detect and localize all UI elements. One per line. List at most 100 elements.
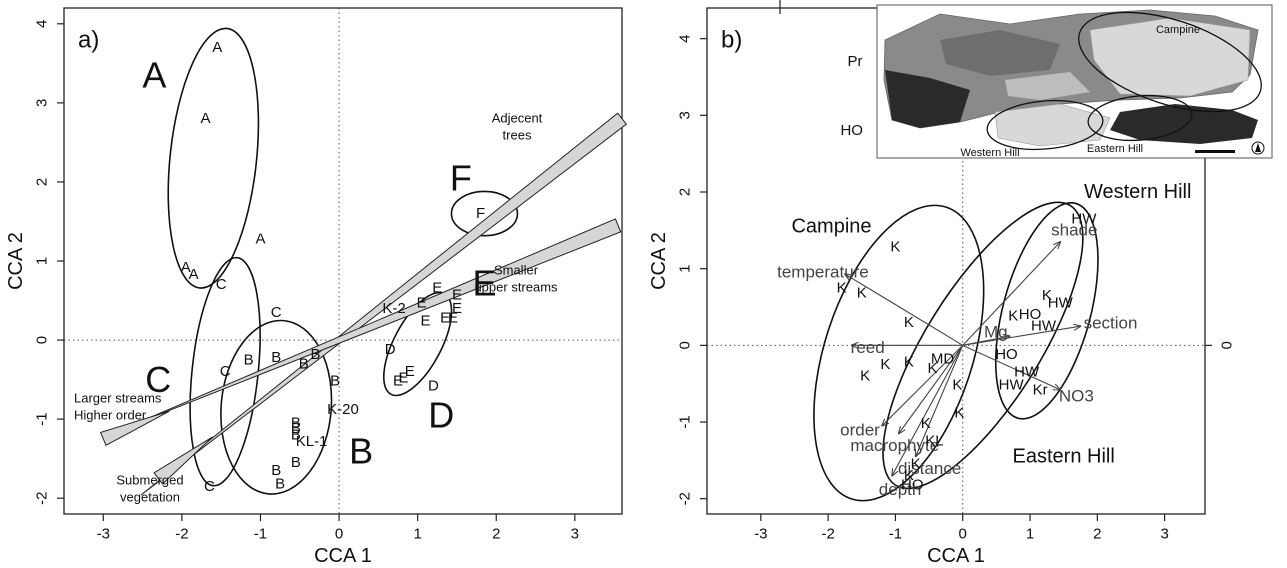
site-label: E (440, 309, 450, 326)
gradient-arrow-label: Adjecent (492, 111, 543, 126)
gradient-arrow-label: Smaller (494, 263, 539, 278)
env-vector-label: section (1084, 314, 1138, 333)
gradient-arrow (140, 112, 628, 496)
site-label: K-20 (327, 401, 359, 418)
site-label: E (393, 373, 403, 390)
group-label: B (349, 430, 373, 471)
y-tick-label: 1 (677, 264, 694, 272)
north-arrow-icon (1251, 141, 1265, 155)
site-label: KL (925, 433, 943, 450)
site-label: F (476, 205, 485, 222)
site-label: A (189, 266, 199, 283)
inset-label-eastern-hill: Eastern Hill (1087, 143, 1143, 155)
site-label: A (181, 259, 191, 276)
gradient-arrow-label: upper streams (474, 280, 558, 295)
site-label: E (432, 279, 442, 296)
site-label: B (291, 415, 301, 432)
group-ellipse (220, 319, 333, 495)
x-tick-label: -3 (97, 526, 110, 543)
panel-label: b) (721, 27, 742, 54)
inset-label-western-hill: Western Hill (960, 147, 1019, 159)
x-tick-label: 2 (492, 526, 500, 543)
map-region-light-center (1005, 72, 1090, 100)
x-tick-label: -3 (754, 526, 767, 543)
site-label: C (220, 363, 231, 380)
x-tick-label: 0 (959, 526, 967, 543)
group-label: Eastern Hill (1013, 446, 1115, 468)
site-label: K (911, 456, 921, 473)
env-vector (845, 274, 964, 346)
y-tick-label: -1 (34, 412, 51, 425)
y-tick-label: -2 (34, 492, 51, 505)
group-label: Western Hill (1084, 181, 1191, 203)
env-vector (916, 345, 964, 456)
x-axis-title: CCA 1 (927, 545, 985, 567)
site-label: C (216, 276, 227, 293)
x-tick-label: -2 (175, 526, 188, 543)
site-label: C (204, 478, 215, 495)
panel-label: a) (78, 27, 99, 54)
site-label: A (200, 110, 210, 127)
group-label: D (428, 395, 454, 436)
panel-b: -3 -2 -1 0 1 2 3 -2 -1 0 1 2 3 4 CCA 1 CCA 2 b) temperatu… (648, 0, 1273, 567)
site-label: HO (1019, 306, 1042, 323)
gradient-arrow (153, 436, 213, 485)
gradient-arrow (129, 218, 622, 427)
group-label: C (145, 359, 171, 400)
y-axis-title: CCA 2 (648, 232, 670, 290)
env-vector (962, 326, 1081, 346)
site-label: B (291, 426, 301, 443)
site-label: K (952, 377, 962, 394)
site-label: B (271, 462, 281, 479)
group-label: A (142, 55, 166, 96)
inset-label-campine: Campine (1156, 24, 1200, 36)
group-label: F (450, 157, 472, 198)
gradient-arrow-label: trees (503, 128, 532, 143)
inset-ellipse-eastern-hill (1087, 94, 1193, 142)
env-vector-label: temperature (777, 263, 869, 282)
inset-ellipse-campine (1078, 11, 1262, 113)
site-label: E (452, 286, 462, 303)
map-region-dark-east (1110, 104, 1258, 144)
y-tick-label: 3 (677, 111, 694, 119)
y-axis-title: CCA 2 (5, 232, 27, 290)
x-tick-label: 3 (1160, 526, 1168, 543)
y-tick-label: 3 (34, 99, 51, 107)
site-label: K (890, 239, 900, 256)
site-label: HO (901, 476, 924, 493)
gradient-arrow (99, 410, 170, 447)
site-label: K (860, 368, 870, 385)
x-tick-label: -2 (821, 526, 834, 543)
site-label: K (904, 354, 914, 371)
site-label: A (212, 39, 222, 56)
y-tick-label: 4 (677, 34, 694, 42)
env-vector (892, 345, 964, 475)
y-tick-label: 2 (677, 188, 694, 196)
site-label: HW (1031, 318, 1057, 335)
y-tick-label: -1 (677, 415, 694, 428)
site-label: B (275, 475, 285, 492)
north-arrow-mark (1255, 143, 1261, 152)
site-label: Kr (1033, 381, 1048, 398)
env-vector-label: distance (898, 459, 961, 478)
site-label: E (399, 370, 409, 387)
site-label: K (857, 285, 867, 302)
x-tick-label: 1 (413, 526, 421, 543)
env-vector-label: reed (851, 338, 885, 357)
site-label: B (299, 355, 309, 372)
site-label: B (271, 349, 281, 366)
site-label: HO (995, 346, 1018, 363)
site-label: KL-1 (296, 433, 328, 450)
site-label: K (1042, 287, 1052, 304)
site-label: K (904, 467, 914, 484)
y-tick-label: 2 (34, 178, 51, 186)
site-label: D (428, 377, 439, 394)
site-label: HO (840, 122, 863, 139)
x-tick-label: 0 (335, 526, 343, 543)
x-axis-title: CCA 1 (314, 545, 372, 567)
site-label: HW (1014, 364, 1040, 381)
site-label: B (244, 351, 254, 368)
y-tick-label: 0 (677, 341, 694, 349)
site-label: K (954, 404, 964, 421)
